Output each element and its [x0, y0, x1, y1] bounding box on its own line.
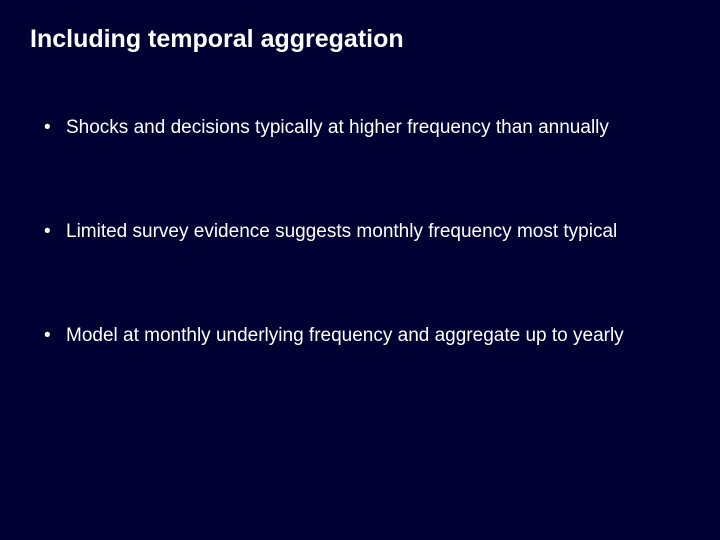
- bullet-list: Shocks and decisions typically at higher…: [40, 115, 690, 348]
- bullet-item: Model at monthly underlying frequency an…: [40, 323, 690, 349]
- bullet-item: Limited survey evidence suggests monthly…: [40, 219, 690, 245]
- slide: Including temporal aggregation Shocks an…: [0, 0, 720, 540]
- bullet-item: Shocks and decisions typically at higher…: [40, 115, 690, 141]
- slide-title: Including temporal aggregation: [30, 24, 690, 55]
